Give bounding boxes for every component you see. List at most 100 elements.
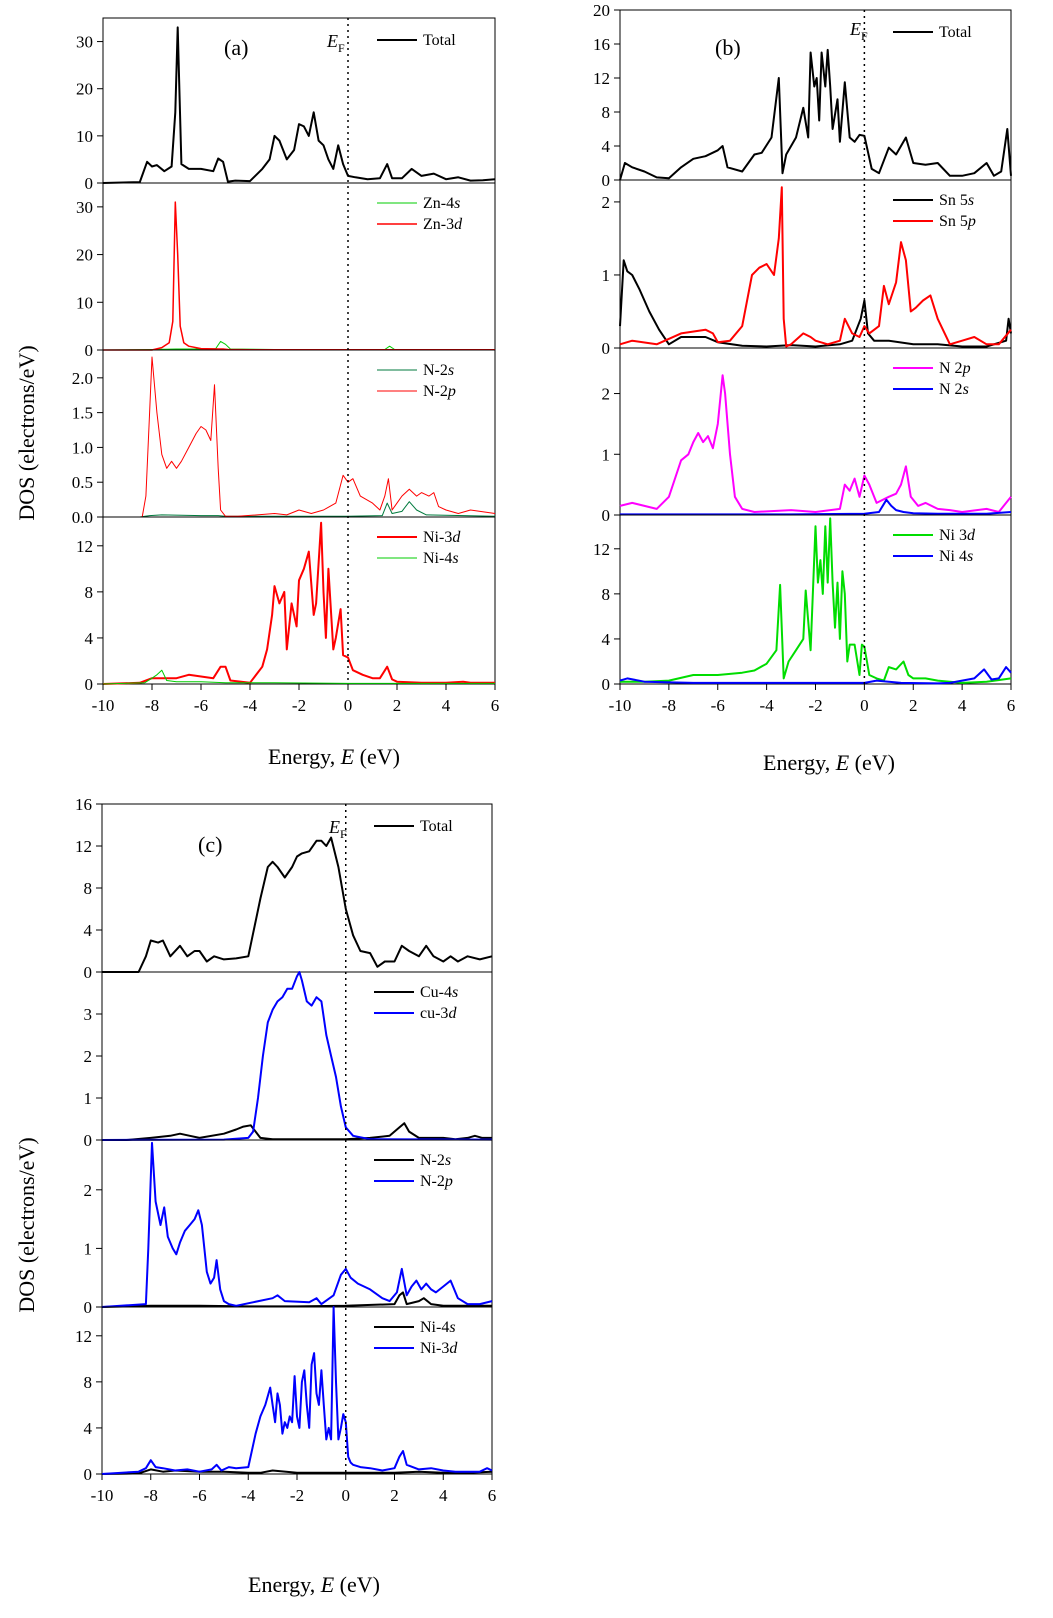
series-line <box>619 48 1012 181</box>
panel-label-a: (a) <box>224 35 248 60</box>
y-tick-label: 2 <box>84 1047 93 1066</box>
x-tick-label: -6 <box>711 696 725 715</box>
x-tick-label: -8 <box>144 1486 158 1505</box>
y-axis-label-a: DOS (electrons/eV) <box>14 345 39 520</box>
subplot-3: 0 1 2 N 2p N 2s <box>602 347 1012 525</box>
y-tick-label: 12 <box>593 69 610 88</box>
legend-label: Total <box>420 818 453 835</box>
x-tick-label: -2 <box>292 696 306 715</box>
series-line <box>101 1141 493 1308</box>
legend-label: N-2p <box>420 1173 453 1190</box>
y-tick-label: 2 <box>602 385 611 404</box>
y-tick-label: 0 <box>84 1298 93 1317</box>
x-tick-label: -2 <box>808 696 822 715</box>
y-tick-label: 0 <box>85 174 94 193</box>
x-tick-label: 0 <box>344 696 353 715</box>
x-tick-label: 2 <box>390 1486 399 1505</box>
y-tick-label: 8 <box>602 585 611 604</box>
x-tick-label: 6 <box>491 696 500 715</box>
y-tick-label: 1 <box>602 445 611 464</box>
y-tick-label: 0 <box>602 171 611 190</box>
x-tick-label: -10 <box>609 696 632 715</box>
legend-label: Zn-3d <box>423 216 463 233</box>
legend-label: Ni-3d <box>423 529 461 546</box>
subplot-3: 0.0 0.5 1.0 1.5 2.0 N-2s N-2p <box>72 349 496 527</box>
series-line <box>103 501 496 518</box>
x-tick-label: -10 <box>92 696 115 715</box>
subplot-1: 0 10 20 30 Total <box>76 17 496 193</box>
y-tick-label: 20 <box>76 80 93 99</box>
legend-label: Cu-4s <box>420 984 458 1001</box>
y-tick-label: 2 <box>84 1181 93 1200</box>
x-tick-label: -4 <box>243 696 258 715</box>
y-tick-label: 12 <box>76 537 93 556</box>
y-tick-label: 12 <box>75 837 92 856</box>
legend-label: Ni-3d <box>420 1340 458 1357</box>
y-tick-label: 0 <box>602 675 611 694</box>
series-line <box>101 971 493 1141</box>
x-tick-label: -2 <box>290 1486 304 1505</box>
x-tick-label: -10 <box>91 1486 114 1505</box>
series-line <box>102 1122 492 1141</box>
subplot-2: 0 1 2 Sn 5s Sn 5p <box>602 179 1012 358</box>
series-line <box>101 1291 492 1308</box>
y-tick-label: 8 <box>84 879 93 898</box>
x-axis-label-b: Energy, E (eV) <box>763 750 895 775</box>
series-line <box>620 498 1012 516</box>
legend-label: N-2s <box>420 1152 451 1169</box>
y-tick-label: 12 <box>593 540 610 559</box>
x-tick-label: -8 <box>662 696 676 715</box>
legend-label: N 2s <box>939 381 969 398</box>
y-tick-label: 10 <box>76 127 93 146</box>
y-tick-label: 1 <box>84 1239 93 1258</box>
y-tick-label: 1 <box>84 1089 93 1108</box>
series-line <box>619 666 1012 685</box>
y-tick-label: 0 <box>602 506 611 525</box>
fermi-label-a: EF <box>326 31 345 55</box>
y-tick-label: 0 <box>602 339 611 358</box>
legend-label: Ni-4s <box>420 1319 456 1336</box>
x-tick-label: 2 <box>393 696 402 715</box>
x-tick-label: 4 <box>439 1486 448 1505</box>
y-tick-label: 4 <box>602 630 611 649</box>
subplot-1: 0 4 8 12 16 Total <box>75 795 493 982</box>
y-tick-label: 0 <box>84 1131 93 1150</box>
x-tick-label: 0 <box>342 1486 351 1505</box>
x-tick-label: 4 <box>442 696 451 715</box>
subplot-4: 0 4 8 12 Ni-3d Ni-4s <box>76 516 496 694</box>
chart-panel-c: 0481216Total0123Cu-4scu-3d012N-2sN-2p048… <box>75 795 496 1505</box>
y-tick-label: 8 <box>84 1373 93 1392</box>
x-tick-label: 4 <box>958 696 967 715</box>
y-tick-label: 4 <box>84 921 93 940</box>
legend-label: Ni 4s <box>939 548 973 565</box>
y-tick-label: 0 <box>85 675 94 694</box>
y-axis-label-c: DOS (electrons/eV) <box>14 1137 39 1312</box>
legend-label: Ni 3d <box>939 527 976 544</box>
fermi-label-c: EF <box>328 817 347 841</box>
legend-label: Sn 5p <box>939 213 976 230</box>
series-line <box>102 521 495 685</box>
x-axis-label-a: Energy, E (eV) <box>268 744 400 769</box>
y-tick-label: 0 <box>84 963 93 982</box>
series-line <box>101 1306 493 1475</box>
y-tick-label: 16 <box>593 35 610 54</box>
panel-label-b: (b) <box>715 35 741 60</box>
series-line <box>103 356 496 518</box>
x-tick-label: -4 <box>760 696 775 715</box>
legend-label: Sn 5s <box>939 192 974 209</box>
y-tick-label: 10 <box>76 293 93 312</box>
y-tick-label: 2 <box>602 193 611 212</box>
y-tick-label: 8 <box>85 583 94 602</box>
y-tick-label: 0.0 <box>72 508 93 527</box>
panel-label-c: (c) <box>198 832 222 857</box>
x-axis-label-c: Energy, E (eV) <box>248 1572 380 1597</box>
y-tick-label: 0.5 <box>72 473 93 492</box>
y-tick-label: 2.0 <box>72 369 93 388</box>
subplot-2: 0 10 20 30 Zn-4s Zn-3d <box>76 182 496 360</box>
series-line <box>102 26 496 184</box>
fermi-label-b: EF <box>849 19 868 43</box>
series-line <box>620 517 1012 684</box>
y-tick-label: 16 <box>75 795 92 814</box>
